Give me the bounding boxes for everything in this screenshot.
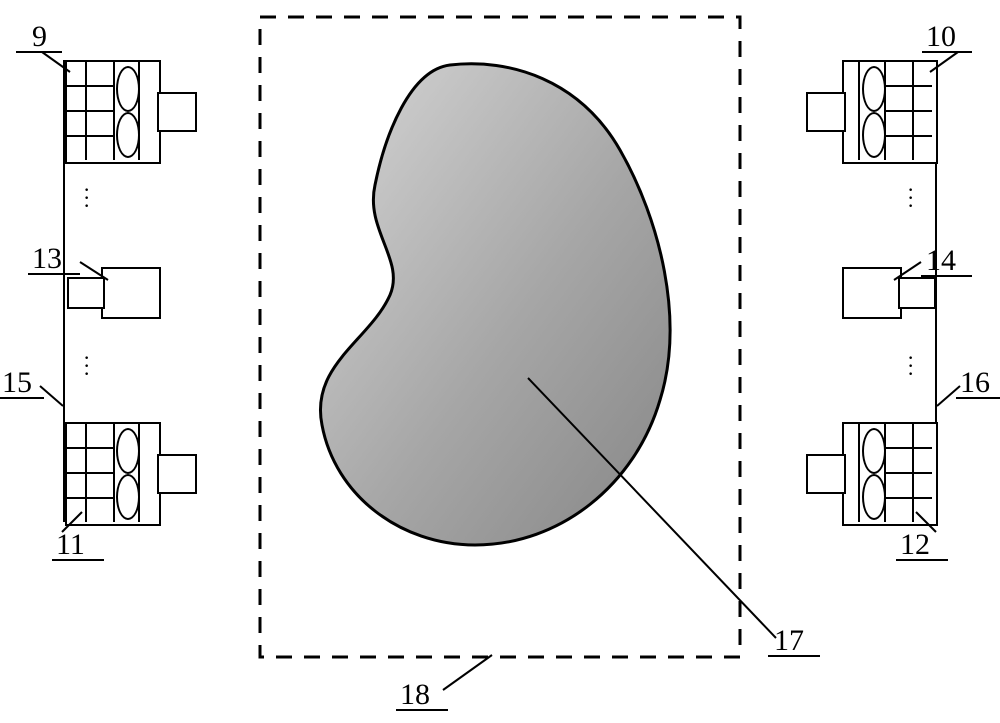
label-12: 12 (900, 528, 930, 562)
label-13: 13 (32, 242, 62, 276)
label-18: 18 (400, 678, 430, 712)
label-14: 14 (926, 244, 956, 278)
label-17: 17 (774, 624, 804, 658)
label-16: 16 (960, 366, 990, 400)
label-10: 10 (926, 20, 956, 54)
leader-lines (0, 0, 1000, 723)
diagram-canvas: ··· ··· ··· ··· 9 10 11 12 13 14 15 16 1… (0, 0, 1000, 723)
label-9: 9 (32, 20, 47, 54)
label-11: 11 (56, 528, 85, 562)
label-15: 15 (2, 366, 32, 400)
